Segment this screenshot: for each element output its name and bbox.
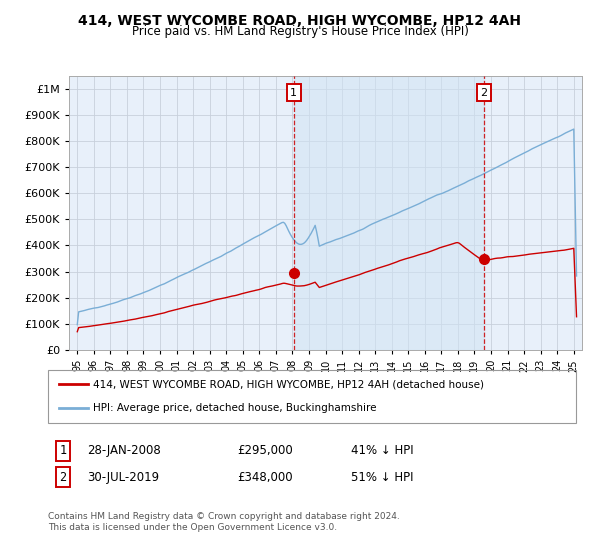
Text: 414, WEST WYCOMBE ROAD, HIGH WYCOMBE, HP12 4AH: 414, WEST WYCOMBE ROAD, HIGH WYCOMBE, HP… [79,14,521,28]
Text: HPI: Average price, detached house, Buckinghamshire: HPI: Average price, detached house, Buck… [93,403,376,413]
Text: Contains HM Land Registry data © Crown copyright and database right 2024.
This d: Contains HM Land Registry data © Crown c… [48,512,400,532]
Text: 28-JAN-2008: 28-JAN-2008 [87,444,161,458]
Text: 1: 1 [290,87,297,97]
Text: 414, WEST WYCOMBE ROAD, HIGH WYCOMBE, HP12 4AH (detached house): 414, WEST WYCOMBE ROAD, HIGH WYCOMBE, HP… [93,380,484,390]
Text: 51% ↓ HPI: 51% ↓ HPI [351,470,413,484]
Text: £295,000: £295,000 [237,444,293,458]
Text: Price paid vs. HM Land Registry's House Price Index (HPI): Price paid vs. HM Land Registry's House … [131,25,469,38]
Text: 2: 2 [59,470,67,484]
Bar [294,76,484,350]
Text: 1: 1 [59,444,67,458]
Text: 2: 2 [481,87,488,97]
Text: 41% ↓ HPI: 41% ↓ HPI [351,444,413,458]
Text: 30-JUL-2019: 30-JUL-2019 [87,470,159,484]
Text: £348,000: £348,000 [237,470,293,484]
